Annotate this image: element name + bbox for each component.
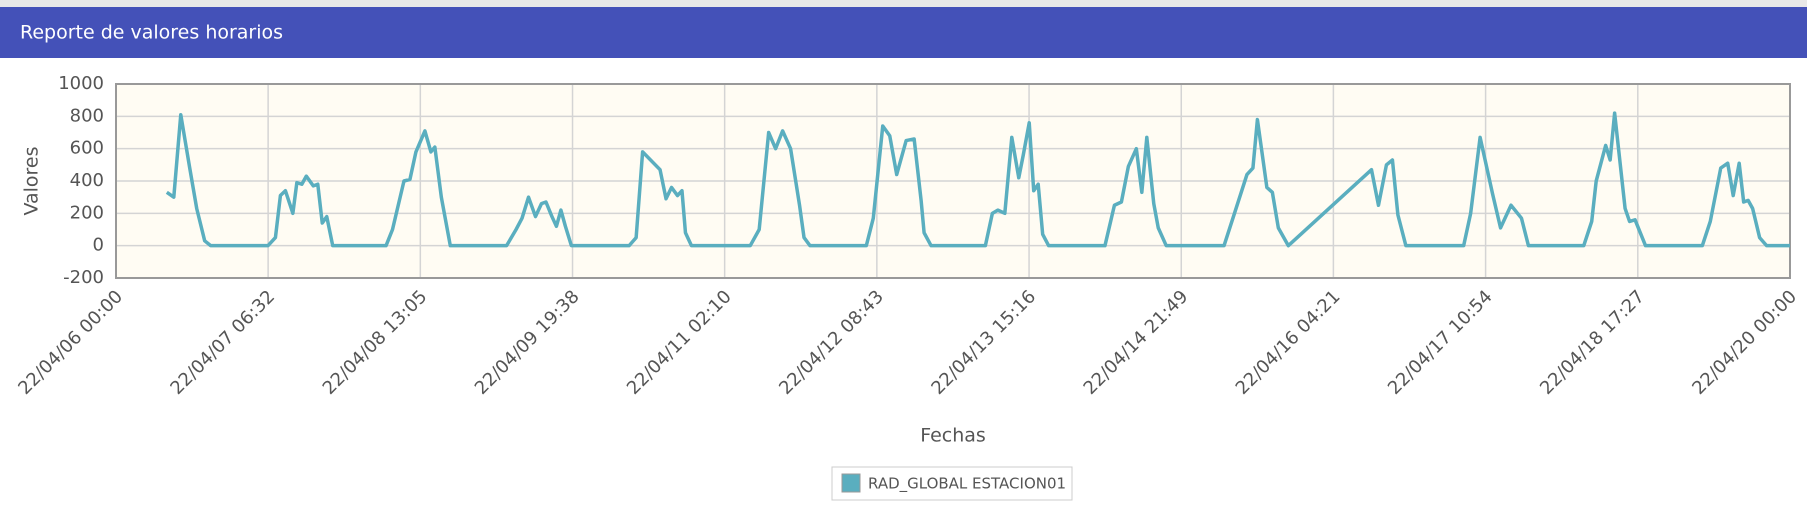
y-tick-label: 400 (70, 170, 104, 191)
x-tick-label: 22/04/20 00:00 (1688, 286, 1801, 399)
y-tick-label: 800 (70, 105, 104, 126)
y-tick-label: 600 (70, 138, 104, 159)
legend (831, 466, 1073, 501)
x-tick-label: 22/04/18 17:27 (1536, 286, 1649, 399)
x-tick-label: 22/04/07 06:32 (166, 286, 279, 399)
x-tick-label: 22/04/14 21:49 (1080, 286, 1193, 399)
y-tick-label: -200 (63, 267, 104, 288)
x-axis-label: Fechas (920, 425, 986, 447)
x-tick-label: 22/04/06 00:00 (14, 286, 127, 399)
x-tick-label: 22/04/09 19:38 (471, 286, 584, 399)
y-tick-label: 0 (93, 235, 104, 256)
x-tick-label: 22/04/11 02:10 (623, 286, 736, 399)
header-bar (0, 7, 1807, 58)
top-strip (0, 0, 1807, 7)
x-tick-label: 22/04/12 08:43 (775, 286, 888, 399)
x-tick-label: 22/04/16 04:21 (1232, 286, 1345, 399)
header-title: Reporte de valores horarios (20, 22, 283, 44)
legend-swatch (841, 473, 861, 493)
data-line (165, 111, 1790, 248)
legend-label: RAD_GLOBAL ESTACION01 (868, 475, 1066, 494)
plot-border (115, 83, 1791, 279)
y-tick-label: 200 (70, 202, 104, 223)
x-tick-label: 22/04/08 13:05 (319, 286, 432, 399)
x-tick-label: 22/04/13 15:16 (927, 286, 1040, 399)
x-tick-label: 22/04/17 10:54 (1384, 286, 1497, 399)
y-tick-label: 1000 (58, 73, 104, 94)
y-axis-label: Valores (21, 146, 43, 215)
